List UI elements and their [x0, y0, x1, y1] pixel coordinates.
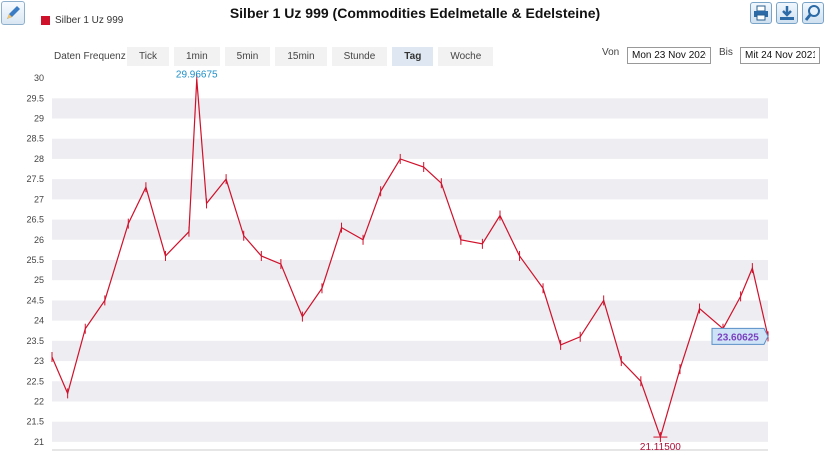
frequency-option-5min[interactable]: 5min	[224, 47, 271, 66]
y-tick-label: 24	[34, 316, 44, 326]
y-tick-label: 22.5	[26, 376, 44, 386]
grid-band	[52, 300, 768, 321]
frequency-label: Daten Frequenz	[54, 51, 126, 62]
grid-band	[52, 421, 768, 442]
frequency-option-tag[interactable]: Tag	[392, 47, 434, 66]
frequency-option-stunde[interactable]: Stunde	[331, 47, 388, 66]
y-tick-label: 24.5	[26, 295, 44, 305]
frequency-option-tick[interactable]: Tick	[127, 47, 169, 66]
to-date-input[interactable]	[740, 47, 820, 64]
download-button[interactable]	[776, 2, 798, 24]
legend: Silber 1 Uz 999	[41, 15, 123, 26]
grid-band	[52, 340, 768, 362]
y-tick-label: 26	[34, 235, 44, 245]
y-tick-label: 28	[34, 154, 44, 164]
frequency-option-1min[interactable]: 1min	[173, 47, 220, 66]
grid-band	[52, 381, 768, 402]
frequency-bar: Tick 1min 5min 15min Stunde Tag Woche	[127, 47, 494, 66]
legend-label: Silber 1 Uz 999	[55, 15, 124, 26]
y-tick-label: 28.5	[26, 134, 44, 144]
y-tick-label: 23	[34, 356, 44, 366]
from-label: Von	[602, 47, 620, 58]
edit-button[interactable]	[1, 1, 25, 25]
y-tick-label: 27.5	[26, 174, 44, 184]
y-tick-label: 27	[34, 194, 44, 204]
print-icon	[754, 5, 768, 21]
zoom-button[interactable]	[802, 2, 824, 24]
y-tick-label: 22	[34, 396, 44, 406]
edit-icon	[7, 6, 20, 19]
frequency-option-15min[interactable]: 15min	[275, 47, 327, 66]
y-tick-label: 25	[34, 275, 44, 285]
y-tick-label: 29	[34, 114, 44, 124]
download-icon	[780, 6, 794, 20]
y-tick-label: 21	[34, 437, 44, 447]
max-label: 29.96675	[176, 69, 218, 80]
y-tick-label: 23.5	[26, 336, 44, 346]
frequency-option-woche[interactable]: Woche	[438, 47, 494, 66]
y-tick-label: 30	[34, 73, 44, 83]
grid-band	[52, 138, 768, 159]
last-price-box	[711, 327, 769, 345]
from-date-input[interactable]	[627, 47, 711, 64]
legend-swatch	[41, 16, 50, 25]
y-tick-label: 29.5	[26, 93, 44, 103]
grid-band	[52, 179, 768, 200]
min-label: 21.11500	[640, 442, 681, 453]
chart-title: Silber 1 Uz 999 (Commodities Edelmetalle…	[229, 5, 601, 21]
last-price-label: 23.60625	[717, 332, 759, 343]
y-tick-label: 26.5	[26, 215, 44, 225]
grid-band	[52, 260, 768, 281]
to-label: Bis	[719, 47, 733, 58]
zoom-icon	[804, 5, 820, 21]
toolbar	[750, 2, 824, 24]
print-button[interactable]	[750, 2, 772, 24]
y-tick-label: 21.5	[26, 417, 44, 427]
y-tick-label: 25.5	[26, 255, 44, 265]
grid-band	[52, 219, 768, 240]
grid-band	[52, 98, 768, 119]
